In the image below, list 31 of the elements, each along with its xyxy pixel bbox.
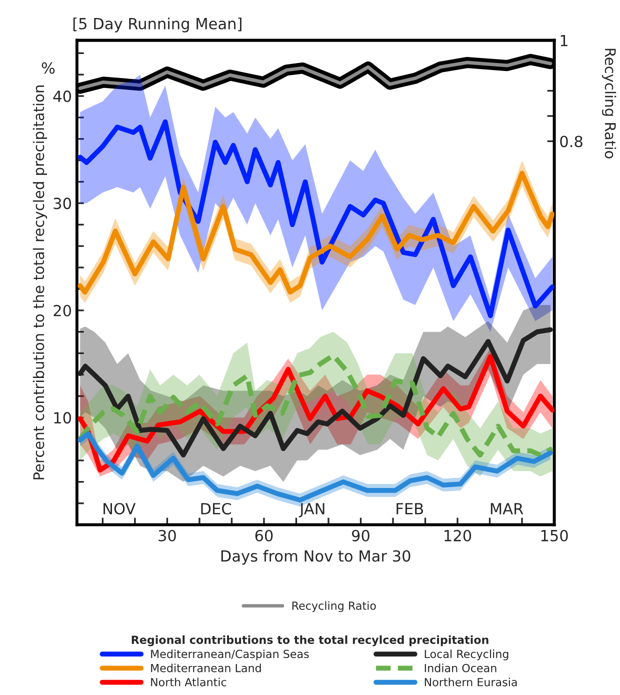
x-axis-title: Days from Nov to Mar 30 — [221, 550, 410, 565]
y-tick-label: 10 — [54, 412, 72, 424]
y2-axis-title: Recycling Ratio — [602, 48, 616, 158]
line-series — [78, 119, 554, 318]
x-tick-label: 60 — [255, 530, 273, 542]
x-tick-label: 120 — [444, 530, 472, 542]
line-series — [78, 327, 553, 458]
y2-tick-label: 0.8 — [560, 136, 582, 148]
legend-label: North Atlantic — [151, 678, 226, 686]
annotation: DEC — [201, 502, 232, 514]
x-tick-label: 90 — [352, 530, 370, 542]
annotation: NOV — [104, 502, 136, 514]
legend-label: Northern Eurasia — [424, 678, 517, 686]
legend-label: Mediterranean/Caspian Seas — [151, 650, 309, 660]
y-tick-label: 40 — [53, 90, 72, 102]
annotation: JAN — [298, 503, 324, 518]
legend-title: Regional contributions to the total recylced precipitation — [132, 635, 488, 646]
x-tick-label: 150 — [541, 530, 568, 542]
text: % — [42, 62, 55, 74]
annotation: MAR — [490, 503, 524, 514]
y-axis-title: Percent contribution to the total recycled precipitation — [32, 86, 48, 480]
y-tick-label: 30 — [54, 198, 72, 210]
y-tick-label: 20 — [54, 304, 72, 316]
chart-title: [5 Day Running Mean] — [73, 18, 242, 32]
legend-label: Local Recycling — [424, 650, 508, 660]
y2-tick-label: 1 — [560, 34, 568, 46]
legend-label: Indian Ocean — [424, 664, 496, 672]
annotation: FEB — [396, 503, 424, 514]
x-tick-label: 30 — [158, 530, 176, 542]
legend-label: Mediterranean Land — [151, 664, 261, 672]
legend-label: Recycling Ratio — [292, 601, 376, 612]
